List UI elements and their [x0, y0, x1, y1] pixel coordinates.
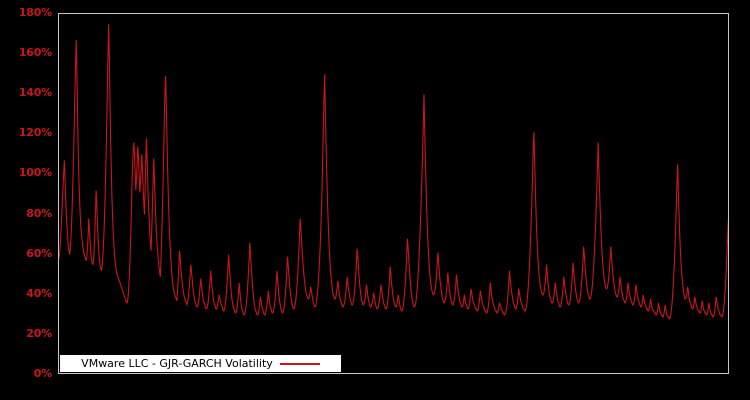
y-axis-tick-label: 0% — [33, 367, 52, 380]
chart-legend: VMware LLC - GJR-GARCH Volatility — [60, 355, 341, 372]
y-axis-tick-label: 140% — [18, 86, 52, 100]
y-axis-tick-label: 40% — [26, 286, 52, 300]
legend-line-swatch — [279, 362, 320, 365]
plot-area — [58, 13, 729, 374]
y-axis-tick-label: 60% — [26, 246, 52, 260]
y-axis-tick-label: 20% — [26, 326, 52, 340]
volatility-series — [59, 24, 728, 320]
y-axis-tick-label: 100% — [18, 166, 52, 180]
y-axis-tick-label: 120% — [18, 126, 52, 140]
series-polyline — [59, 24, 728, 320]
y-axis-tick-label: 80% — [26, 206, 52, 220]
y-axis-tick-label: 160% — [18, 46, 52, 60]
y-axis-tick-label: 180% — [18, 6, 52, 19]
legend-label: VMware LLC - GJR-GARCH Volatility — [81, 357, 273, 370]
